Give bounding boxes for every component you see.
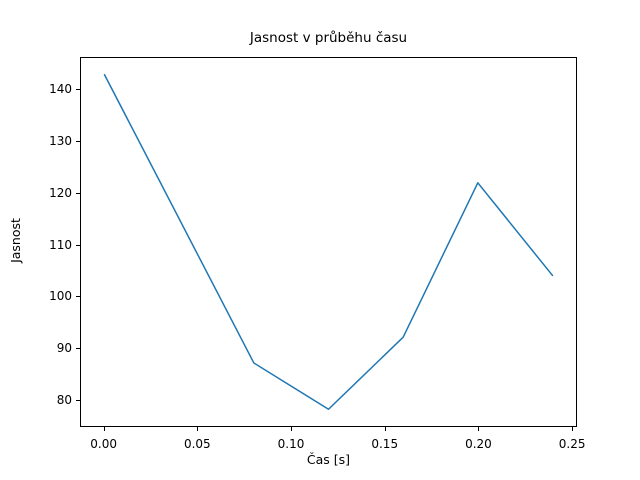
y-tick-label: 90 [0, 342, 72, 354]
y-tick-label: 140 [0, 83, 72, 95]
plot-area [81, 58, 576, 426]
y-tick-label-text: 120 [49, 185, 72, 200]
x-tick-label-text: 0.05 [183, 437, 211, 451]
x-tick-label: 0.25 [542, 433, 602, 452]
x-tick-label-text: 0.20 [465, 437, 492, 451]
x-tick-label: 0.05 [167, 433, 227, 452]
x-tick-mark [291, 427, 293, 431]
x-tick-mark [384, 427, 386, 431]
y-tick-label-text: 130 [49, 134, 72, 149]
y-tick-label-text: 100 [49, 289, 72, 304]
x-axis-label: Čas [s] [306, 452, 351, 467]
y-tick-mark [76, 192, 80, 194]
y-tick-mark [76, 296, 80, 298]
y-tick-label: 80 [0, 394, 72, 406]
x-tick-mark [572, 427, 574, 431]
y-tick-label-text: 110 [49, 237, 72, 252]
x-tick-label: 0.00 [74, 433, 134, 452]
y-tick-mark [76, 89, 80, 91]
data-line-series [81, 58, 576, 426]
y-tick-label-text: 140 [49, 82, 72, 97]
y-tick-label: 110 [0, 239, 72, 251]
x-tick-mark [197, 427, 199, 431]
x-tick-label: 0.15 [355, 433, 415, 452]
y-tick-label-text: 90 [56, 341, 72, 356]
y-tick-label-text: 80 [56, 392, 72, 407]
y-tick-label: 130 [0, 135, 72, 147]
y-tick-label: 120 [0, 187, 72, 199]
x-tick-label: 0.10 [261, 433, 321, 452]
y-tick-label: 100 [0, 290, 72, 302]
x-tick-mark [103, 427, 105, 431]
chart-title: Jasnost v průběhu času [249, 30, 408, 46]
y-tick-mark [76, 244, 80, 246]
x-tick-label-text: 0.15 [371, 437, 399, 451]
y-tick-mark [76, 348, 80, 350]
plot-axes [80, 57, 577, 427]
x-tick-label-text: 0.25 [558, 437, 586, 451]
x-tick-label-text: 0.00 [90, 437, 117, 451]
y-tick-mark [76, 141, 80, 143]
x-tick-mark [478, 427, 480, 431]
y-tick-mark [76, 399, 80, 401]
x-tick-label: 0.20 [448, 433, 508, 452]
series-jasnost-polyline [105, 75, 553, 410]
x-tick-label-text: 0.10 [277, 437, 305, 451]
